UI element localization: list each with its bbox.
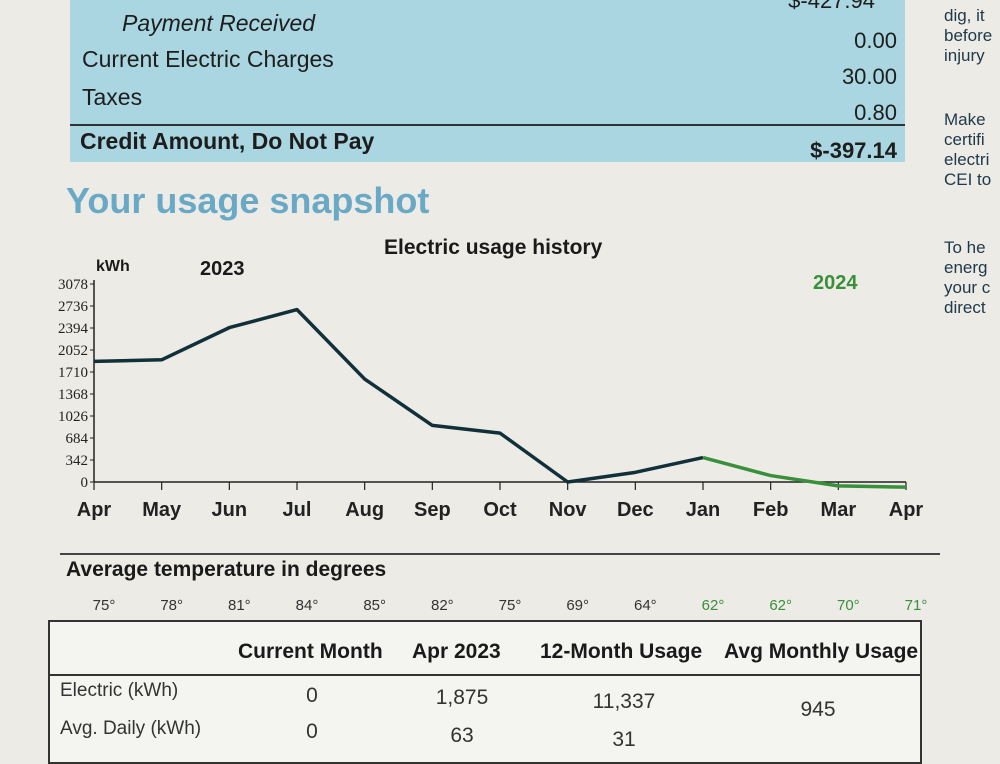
chart-year-label-2023: 2023: [200, 258, 245, 280]
x-tick-label: Jul: [283, 499, 312, 521]
bill-summary-box: $-427.94 Payment Received Current Electr…: [70, 0, 905, 163]
bill-row-taxes: Taxes: [70, 80, 905, 116]
temperature-value: 62°: [701, 597, 725, 614]
temperature-value: 81°: [227, 597, 251, 614]
table-cell: 1,875: [435, 686, 489, 709]
table-row-label: Electric (kWh): [60, 680, 179, 701]
x-tick-label: Feb: [753, 499, 789, 521]
usage-snapshot-title: Your usage snapshot: [66, 180, 430, 221]
temperature-value: 62°: [769, 597, 792, 614]
x-tick-label: Jun: [212, 499, 248, 521]
bill-row-payment-received: Payment Received: [70, 6, 905, 42]
table-cell: 11,337: [592, 690, 656, 713]
right-column-line: dig, it: [944, 6, 985, 25]
right-column-line: To he: [944, 238, 986, 257]
temperature-value: 69°: [566, 597, 589, 614]
right-column-line: your c: [944, 278, 991, 297]
temperature-value: 75°: [498, 597, 522, 614]
y-tick-label: 2052: [58, 343, 88, 359]
bill-row-label: Current Electric Charges: [82, 46, 334, 72]
x-tick-label: Dec: [617, 499, 654, 521]
bill-divider: [70, 124, 905, 126]
temperature-value: 78°: [160, 597, 183, 614]
temperature-value: 70°: [836, 597, 860, 614]
y-tick-label: 342: [66, 453, 89, 469]
bill-total-amount: $-397.14: [810, 138, 897, 163]
bill-row-current-charges: Current Electric Charges: [70, 42, 905, 78]
x-tick-label: Oct: [483, 499, 517, 521]
x-tick-label: Apr: [77, 499, 112, 521]
table-header-divider: [50, 674, 920, 676]
bill-row-label: Taxes: [82, 84, 143, 110]
bill-row-amount: 30.00: [841, 64, 897, 89]
y-tick-label: 1710: [58, 365, 88, 381]
table-cell: 0: [306, 684, 318, 707]
series-line-2024: [702, 455, 907, 489]
x-tick-label: Mar: [821, 499, 857, 521]
x-tick-label: Aug: [345, 499, 384, 521]
x-tick-label: Apr: [889, 499, 924, 521]
right-column-line: injury: [944, 46, 985, 65]
right-column-block-3: To he energ your c direct: [944, 238, 1000, 318]
right-column-line: energ: [944, 258, 988, 277]
temperature-value: 64°: [633, 597, 657, 614]
y-tick-label: 1368: [58, 387, 88, 403]
table-cell: 63: [450, 724, 474, 747]
table-header-12-month-usage: 12-Month Usage: [540, 640, 703, 663]
temperature-value: 84°: [295, 597, 319, 614]
temperature-title: Average temperature in degrees: [66, 558, 387, 581]
table-cell: 0: [306, 720, 318, 743]
usage-history-chart: 0 342 684 1026 1368 1710 2052 2394 2736 3078 Apr M…: [58, 277, 924, 521]
chart-y-axis: 0 342 684 1026 1368 1710 2052 2394 2736 3078: [58, 277, 95, 491]
x-tick-label: May: [142, 499, 182, 521]
y-tick-label: 2394: [58, 321, 89, 337]
table-header-apr-2023: Apr 2023: [412, 640, 501, 663]
x-tick-label: Nov: [549, 499, 588, 521]
x-tick-label: Sep: [414, 499, 451, 521]
right-column-block-1: dig, it before injury: [944, 6, 1000, 66]
bill-row-amount: 0.00: [854, 28, 897, 53]
chart-y-axis-label: kWh: [96, 258, 130, 275]
y-tick-label: 1026: [58, 409, 89, 425]
temperature-value: 85°: [363, 597, 386, 614]
series-line-2023: [93, 307, 704, 484]
bill-row-label: Payment Received: [122, 10, 316, 36]
right-column-line: certifi: [944, 130, 985, 149]
bill-row-amount: 0.80: [854, 100, 897, 125]
chart-x-axis: Apr May Jun Jul Aug Sep Oct Nov Dec Jan Feb Mar Apr: [77, 481, 924, 521]
chart-title: Electric usage history: [384, 236, 603, 259]
temperature-value: 82°: [430, 597, 454, 614]
table-header-current-month: Current Month: [238, 640, 383, 663]
table-header-avg-monthly-usage: Avg Monthly Usage: [724, 640, 919, 663]
right-column-line: Make: [944, 110, 986, 129]
y-tick-label: 2736: [58, 299, 89, 315]
table-row-label: Avg. Daily (kWh): [60, 718, 202, 739]
temperature-value: 71°: [904, 597, 928, 614]
temperature-divider: [60, 553, 940, 555]
y-tick-label: 684: [66, 431, 89, 447]
table-cell: 945: [800, 698, 836, 721]
right-column-line: direct: [944, 298, 986, 317]
y-tick-label: 3078: [58, 277, 88, 293]
previous-balance-amount: $-427.94: [788, 0, 875, 13]
y-tick-label: 0: [81, 475, 89, 491]
usage-summary-table: Current Month Apr 2023 12-Month Usage Av…: [48, 620, 922, 764]
right-column-line: electri: [944, 150, 990, 169]
right-column-block-2: Make certifi electri CEI to: [944, 110, 1000, 190]
chart-series: [93, 307, 907, 489]
bill-total-label: Credit Amount, Do Not Pay: [80, 128, 375, 154]
temperature-value: 75°: [92, 597, 116, 614]
right-column-line: before: [944, 26, 993, 45]
x-tick-label: Jan: [686, 499, 720, 521]
chart-year-label-2024: 2024: [813, 272, 858, 294]
table-cell: 31: [612, 728, 636, 751]
right-column-line: CEI to: [944, 170, 992, 189]
